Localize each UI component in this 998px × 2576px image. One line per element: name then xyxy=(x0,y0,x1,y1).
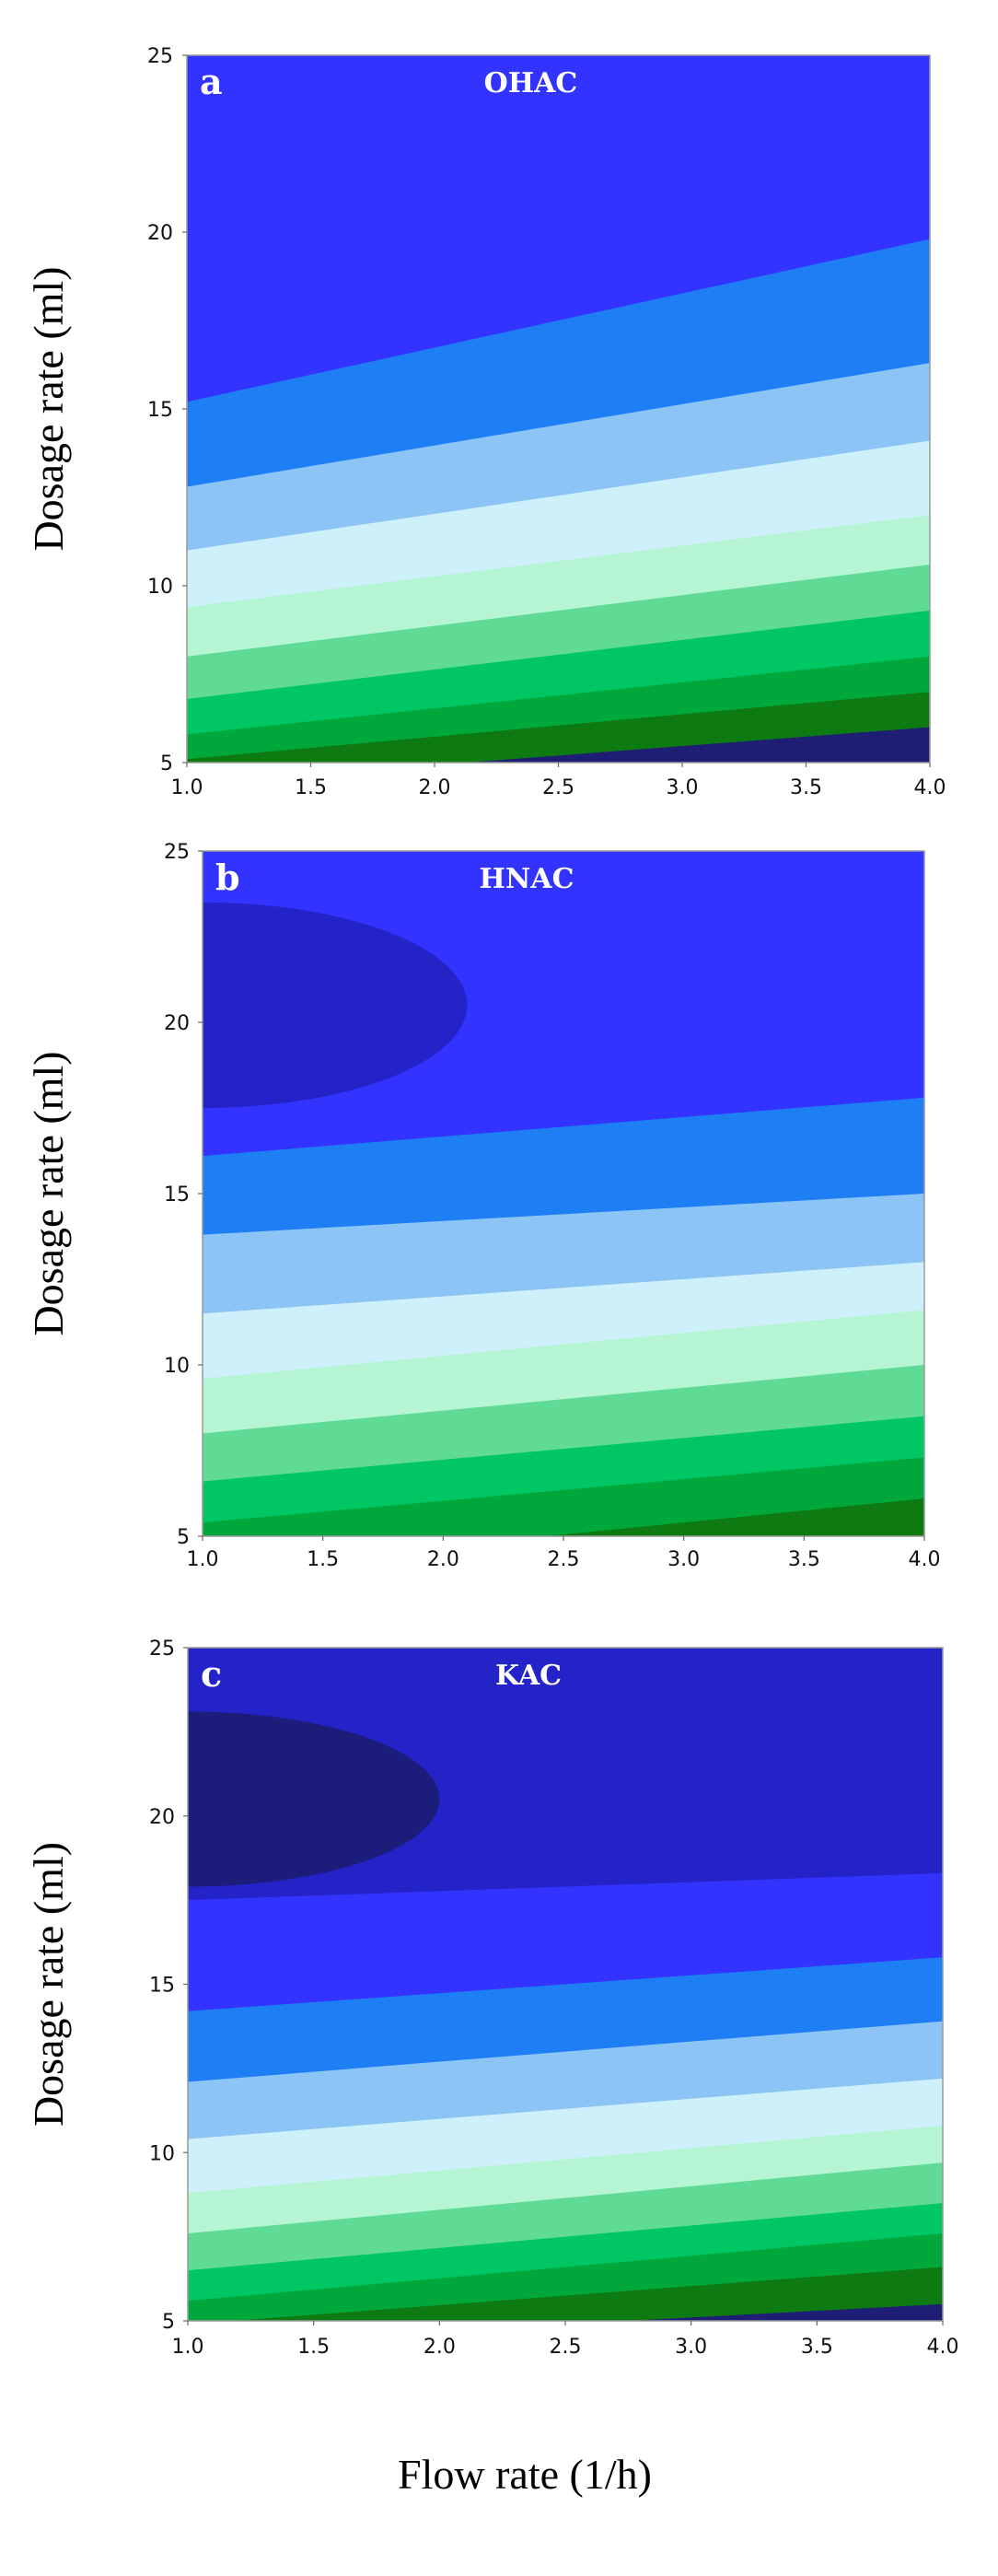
y-tick-label: 15 xyxy=(147,399,173,422)
panel-a: a OHAC 5 10 15 20 25 1.0 1.5 2.0 2.5 3.0 3.5 4.0 Dosag… xyxy=(25,45,946,799)
x-tick-label: 3.0 xyxy=(667,776,699,799)
contour-band-1 xyxy=(546,1498,924,1536)
y-tick-label: 15 xyxy=(149,1975,175,1998)
x-tick-label: 3.0 xyxy=(675,2336,707,2359)
y-tick-label: 5 xyxy=(162,2311,175,2334)
y-tick-label: 20 xyxy=(164,1012,190,1035)
x-tick-label: 2.0 xyxy=(419,776,451,799)
x-tick-label: 3.5 xyxy=(801,2336,833,2359)
x-tick-label: 1.0 xyxy=(187,1548,219,1571)
x-tick-label: 1.5 xyxy=(307,1548,339,1571)
contour-plot-area xyxy=(188,1648,943,2321)
x-tick-label: 3.5 xyxy=(790,776,822,799)
x-tick-label: 2.5 xyxy=(542,776,574,799)
x-tick-label: 2.0 xyxy=(424,2336,456,2359)
panel-title: HNAC xyxy=(480,863,574,895)
y-tick-label: 5 xyxy=(160,752,173,775)
panel-b: b HNAC 5 10 15 20 25 1.0 1.5 2.0 2.5 3.0 3.5 4.0 Dosag… xyxy=(25,841,941,1571)
y-axis-label: Dosage rate (ml) xyxy=(25,1051,72,1335)
x-tick-label: 3.0 xyxy=(667,1548,700,1571)
panel-label: c xyxy=(201,1653,222,1695)
contour-band-1 xyxy=(465,727,930,763)
panel-label: a xyxy=(200,61,223,102)
contour-optimum-region xyxy=(203,902,468,1108)
contour-optimum-region xyxy=(188,1711,440,1887)
contour-plot-area xyxy=(187,55,930,763)
panel-title: OHAC xyxy=(484,67,578,99)
x-tick-label: 4.0 xyxy=(927,2336,959,2359)
y-tick-label: 5 xyxy=(177,1526,190,1549)
contour-band-2 xyxy=(232,2267,943,2321)
x-tick-label: 4.0 xyxy=(909,1548,941,1571)
x-tick-label: 4.0 xyxy=(914,776,946,799)
x-tick-label: 1.0 xyxy=(172,2336,204,2359)
y-tick-label: 25 xyxy=(149,1638,175,1661)
y-tick-label: 10 xyxy=(164,1355,190,1378)
x-axis-label: Flow rate (1/h) xyxy=(398,2451,652,2498)
y-tick-label: 25 xyxy=(164,841,190,864)
y-tick-label: 10 xyxy=(149,2142,175,2165)
y-axis-label: Dosage rate (ml) xyxy=(25,1842,72,2127)
x-tick-label: 2.5 xyxy=(548,1548,580,1571)
y-tick-label: 20 xyxy=(149,1806,175,1829)
y-tick-label: 15 xyxy=(164,1183,190,1206)
panel-label: b xyxy=(215,857,240,898)
x-tick-label: 3.5 xyxy=(788,1548,820,1571)
contour-plot-area xyxy=(203,851,924,1536)
y-tick-label: 20 xyxy=(147,222,173,245)
y-axis-label: Dosage rate (ml) xyxy=(25,266,72,551)
contour-band-1 xyxy=(628,2303,943,2321)
panel-c: c KAC 5 10 15 20 25 1.0 1.5 2.0 2.5 3.0 3.5 4.0 Dosage… xyxy=(25,1638,959,2498)
x-tick-label: 1.5 xyxy=(295,776,327,799)
x-tick-label: 2.0 xyxy=(427,1548,459,1571)
y-tick-label: 10 xyxy=(147,576,173,599)
y-tick-label: 25 xyxy=(147,45,173,68)
panel-title: KAC xyxy=(495,1660,562,1692)
x-tick-label: 1.5 xyxy=(297,2336,330,2359)
x-tick-label: 2.5 xyxy=(550,2336,582,2359)
x-tick-label: 1.0 xyxy=(171,776,203,799)
